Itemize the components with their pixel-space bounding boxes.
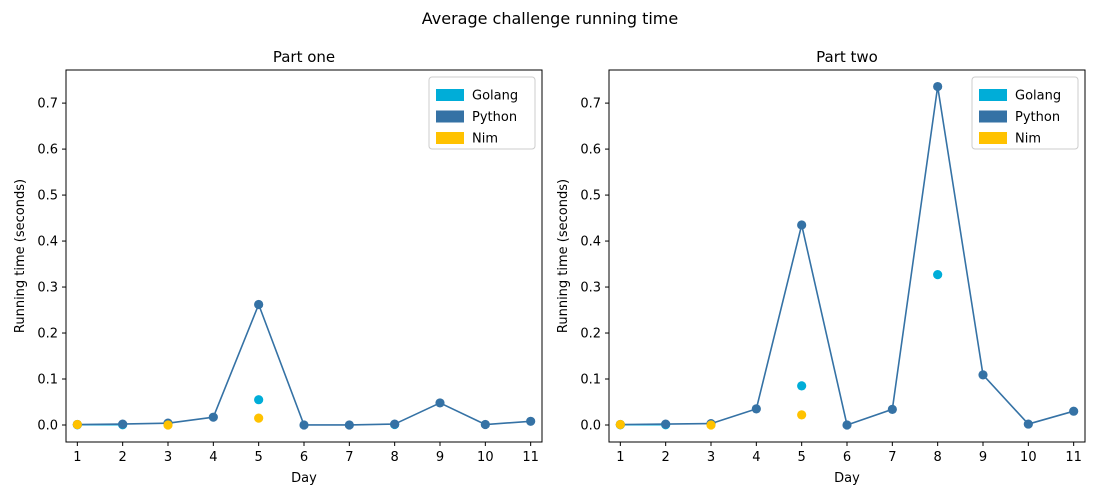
legend-swatch-nim bbox=[979, 132, 1007, 144]
x-tick-label: 6 bbox=[843, 450, 851, 465]
series-python-point bbox=[118, 419, 128, 429]
series-golang-point bbox=[797, 381, 807, 391]
axes-frame bbox=[608, 69, 1086, 443]
legend-swatch-golang bbox=[979, 89, 1007, 101]
series-python-point bbox=[1023, 419, 1033, 429]
y-tick-label: 0.0 bbox=[37, 418, 58, 433]
series-python-point bbox=[661, 419, 671, 429]
series-nim-point bbox=[706, 420, 716, 430]
legend: Golang Python Nim bbox=[428, 76, 536, 150]
x-tick-label: 11 bbox=[522, 450, 539, 465]
series-nim-point bbox=[72, 419, 82, 430]
legend-label-golang: Golang bbox=[472, 89, 518, 104]
y-tick-label: 0.7 bbox=[580, 97, 601, 112]
series-python-point bbox=[480, 419, 490, 430]
y-tick-label: 0.1 bbox=[37, 373, 58, 388]
x-tick-label: 9 bbox=[979, 450, 987, 465]
x-axis-label: Day bbox=[834, 471, 860, 486]
x-tick-label: 10 bbox=[1020, 450, 1037, 465]
legend-label-python: Python bbox=[1015, 110, 1060, 125]
y-tick-label: 0.4 bbox=[37, 235, 58, 250]
y-axis-label: Running time (seconds) bbox=[556, 179, 571, 333]
legend-swatch-golang bbox=[436, 89, 464, 101]
series-python-point bbox=[435, 398, 445, 408]
figure-title: Average challenge running time bbox=[422, 9, 678, 28]
series-golang-point bbox=[254, 395, 264, 405]
y-tick-label: 0.3 bbox=[580, 281, 601, 296]
x-tick-label: 7 bbox=[345, 450, 353, 465]
x-tick-label: 5 bbox=[255, 450, 263, 465]
y-tick-label: 0.2 bbox=[37, 327, 58, 342]
subplot-part-two: Part two 1 2 3 4 5 6 7 8 9 10 11 0.0 0.1 0.2 0.3 0.4 0.5 0… bbox=[556, 48, 1086, 486]
legend-label-nim: Nim bbox=[1015, 132, 1041, 147]
series-python-point bbox=[797, 220, 807, 230]
y-tick-label: 0.6 bbox=[37, 143, 58, 158]
axes-frame bbox=[65, 69, 543, 443]
y-tick-label: 0.7 bbox=[37, 97, 58, 112]
y-tick-label: 0.5 bbox=[37, 189, 58, 204]
series-python-point bbox=[390, 419, 400, 429]
series-python-point bbox=[978, 370, 988, 380]
series-python-point bbox=[842, 420, 852, 430]
series-golang-point bbox=[933, 270, 943, 280]
series-nim-point bbox=[797, 410, 807, 420]
x-tick-label: 8 bbox=[391, 450, 399, 465]
x-tick-label: 4 bbox=[209, 450, 217, 465]
y-tick-label: 0.5 bbox=[580, 189, 601, 204]
x-axis-label: Day bbox=[291, 471, 317, 486]
y-tick-label: 0.0 bbox=[580, 418, 601, 433]
x-tick-label: 9 bbox=[436, 450, 444, 465]
x-tick-label: 11 bbox=[1065, 450, 1082, 465]
subplot-part-one: Part one 1 2 3 4 5 6 7 8 9 10 11 0.0 0.1 0.2 0.3 0.4 0.5 0… bbox=[13, 48, 543, 486]
series-python-point bbox=[299, 420, 309, 430]
y-axis-label: Running time (seconds) bbox=[13, 179, 28, 333]
series-python-point bbox=[1069, 406, 1079, 416]
legend-swatch-python bbox=[436, 110, 464, 123]
subplot-title: Part two bbox=[816, 48, 878, 66]
x-tick-label: 6 bbox=[300, 450, 308, 465]
subplot-title: Part one bbox=[273, 48, 335, 66]
series-python-point bbox=[526, 416, 536, 426]
y-tick-label: 0.6 bbox=[580, 143, 601, 158]
legend: Golang Python Nim bbox=[971, 76, 1079, 150]
series-nim-point bbox=[615, 419, 625, 430]
series-nim-point bbox=[163, 420, 173, 430]
series-python-point bbox=[933, 81, 943, 92]
legend-swatch-python bbox=[979, 110, 1007, 123]
x-tick-label: 3 bbox=[164, 450, 172, 465]
x-tick-label: 4 bbox=[752, 450, 760, 465]
x-tick-label: 3 bbox=[707, 450, 715, 465]
legend-label-python: Python bbox=[472, 110, 517, 125]
x-tick-label: 1 bbox=[73, 450, 81, 465]
x-tick-label: 1 bbox=[616, 450, 624, 465]
series-nim-point bbox=[254, 413, 264, 423]
y-tick-label: 0.1 bbox=[580, 373, 601, 388]
series-python-point bbox=[344, 420, 354, 430]
y-tick-label: 0.4 bbox=[580, 235, 601, 250]
series-python-point bbox=[887, 404, 897, 414]
x-tick-label: 2 bbox=[119, 450, 127, 465]
x-tick-label: 8 bbox=[934, 450, 942, 465]
legend-swatch-nim bbox=[436, 132, 464, 144]
series-python-point bbox=[751, 404, 761, 414]
y-tick-label: 0.3 bbox=[37, 281, 58, 296]
y-tick-label: 0.2 bbox=[580, 327, 601, 342]
x-tick-label: 5 bbox=[798, 450, 806, 465]
x-tick-label: 10 bbox=[477, 450, 494, 465]
x-tick-label: 2 bbox=[662, 450, 670, 465]
legend-label-golang: Golang bbox=[1015, 89, 1061, 104]
series-python-line bbox=[77, 303, 531, 426]
x-tick-label: 7 bbox=[888, 450, 896, 465]
series-python-point bbox=[208, 412, 218, 422]
legend-label-nim: Nim bbox=[472, 132, 498, 147]
series-python-point bbox=[254, 299, 264, 310]
